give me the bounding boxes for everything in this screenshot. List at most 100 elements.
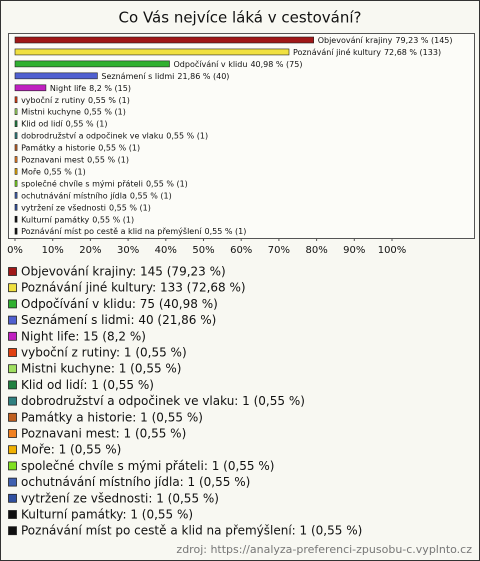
bar (14, 192, 18, 199)
legend-label: vytržení ze všednosti: 1 (0,55 %) (21, 491, 219, 505)
bar (14, 60, 170, 68)
x-tick-label: 40% (155, 245, 177, 256)
data-label: 0,55 % (1) (88, 95, 130, 104)
legend-swatch (8, 396, 17, 406)
value-label: Poznávání jiné kultury 72,68 % (133) (293, 46, 441, 56)
data-label: 0,55 % (1) (87, 155, 129, 164)
value-label: Kulturní památky 0,55 % (1) (21, 215, 134, 224)
x-tick-label: 20% (79, 245, 101, 256)
legend-swatch (8, 445, 17, 455)
value-label: Odpočívání v klidu 40,98 % (75) (173, 58, 302, 68)
data-label: 0,55 % (1) (84, 107, 126, 116)
source: zdroj: https://analyza-preferenci-zpusob… (176, 543, 472, 556)
category-label: Poznávání míst po cestě a klid na přemýš… (21, 226, 202, 236)
plot-area (8, 33, 475, 239)
legend-swatch (8, 526, 17, 536)
x-tick-label: 60% (230, 245, 252, 256)
legend-swatch (8, 493, 17, 503)
value-label: Poznávání míst po cestě a klid na přemýš… (21, 226, 246, 236)
category-label: Moře (21, 167, 41, 176)
bar (14, 72, 98, 80)
value-label: ochutnávání místního jídla 0,55 % (1) (21, 191, 172, 200)
data-label: 0,55 % (1) (205, 227, 247, 236)
x-tick-label: 10% (42, 245, 64, 256)
value-label: dobrodružství a odpočinek ve vlaku 0,55 %… (21, 130, 208, 140)
category-label: Seznámení s lidmi (101, 71, 174, 80)
bar (14, 227, 18, 235)
data-label: 0,55 % (1) (109, 203, 151, 212)
legend-label: Night life: 15 (8,2 %) (21, 329, 146, 343)
bar (14, 84, 47, 92)
legend-swatch (8, 299, 17, 309)
category-label: vytržení ze všednosti (21, 202, 106, 212)
category-label: ochutnávání místního jídla (21, 191, 127, 200)
bar (14, 96, 18, 104)
legend-swatch (8, 510, 17, 519)
legend-swatch (8, 429, 17, 438)
legend-swatch (8, 331, 17, 341)
category-label: společné chvíle s mými přáteli (21, 178, 143, 188)
data-label: 0,55 % (1) (146, 179, 188, 188)
bar (14, 144, 18, 151)
data-label: 0,55 % (1) (98, 143, 140, 152)
value-label: Klid od lidí 0,55 % (1) (21, 119, 107, 128)
legend-swatch (8, 283, 17, 293)
legend-label: Poznávání jiné kultury: 133 (72,68 %) (21, 281, 246, 295)
value-label: Seznámení s lidmi 21,86 % (40) (101, 71, 229, 80)
x-tick-label: 100% (378, 245, 407, 256)
category-label: Objevování krajiny (318, 36, 393, 45)
data-label: 79,23 % (145) (395, 36, 452, 45)
legend-swatch (8, 364, 17, 374)
category-label: Kulturní památky (21, 215, 89, 224)
data-label: 8,2 % (15) (89, 83, 131, 92)
category-label: Odpočívání v klidu (173, 58, 247, 68)
x-tick-label: 0% (7, 245, 23, 256)
value-label: Mistni kuchyne 0,55 % (1) (21, 107, 126, 116)
bar (14, 168, 18, 175)
category-label: dobrodružství a odpočinek ve vlaku (21, 130, 163, 140)
legend-label: Seznámení s lidmi: 40 (21,86 %) (21, 313, 216, 327)
category-label: Památky a historie (21, 143, 95, 152)
bar (14, 48, 290, 56)
bar (14, 132, 18, 139)
category-label: Poznávání jiné kultury (293, 46, 381, 56)
bar (14, 120, 18, 127)
legend-swatch (8, 477, 17, 487)
legend-swatch (8, 461, 17, 471)
legend-label: Poznavani mest: 1 (0,55 %) (21, 427, 186, 441)
category-label: vyboční z rutiny (21, 94, 85, 104)
value-label: Objevování krajiny 79,23 % (145) (318, 36, 453, 45)
category-label: Night life (50, 83, 86, 92)
bar (14, 204, 18, 211)
data-label: 0,55 % (1) (92, 215, 134, 224)
legend-swatch (8, 412, 17, 422)
value-label: Poznavani mest 0,55 % (1) (21, 155, 129, 164)
legend-label: ochutnávání místního jídla: 1 (0,55 %) (21, 475, 250, 489)
bar (14, 215, 18, 223)
value-label: vyboční z rutiny 0,55 % (1) (21, 94, 130, 104)
category-label: Poznavani mest (21, 155, 84, 164)
legend-label: Poznávání míst po cestě a klid na přemýš… (21, 524, 362, 538)
chart-title: Co Vás nejvíce láká v cestování? (119, 9, 362, 27)
legend-label: vyboční z rutiny: 1 (0,55 %) (21, 346, 187, 360)
legend-label: Památky a historie: 1 (0,55 %) (21, 410, 203, 424)
legend-label: Mistni kuchyne: 1 (0,55 %) (21, 362, 181, 376)
value-label: Night life 8,2 % (15) (50, 83, 131, 92)
data-label: 0,55 % (1) (130, 191, 172, 200)
legend-label: dobrodružství a odpočinek ve vlaku: 1 (0… (21, 394, 305, 408)
data-label: 21,86 % (40) (177, 71, 229, 80)
legend-label: Odpočívání v klidu: 75 (40,98 %) (21, 297, 218, 311)
x-tick-label: 70% (268, 245, 290, 256)
bar (14, 156, 18, 163)
value-label: Moře 0,55 % (1) (21, 167, 86, 176)
legend-label: Moře: 1 (0,55 %) (21, 443, 121, 457)
bar (14, 108, 18, 115)
x-tick-label: 80% (305, 245, 327, 256)
legend-swatch (8, 380, 17, 390)
legend-swatch (8, 315, 17, 325)
bar (14, 180, 18, 187)
value-label: společné chvíle s mými přáteli 0,55 % (1) (21, 178, 188, 188)
data-label: 40,98 % (75) (250, 59, 302, 68)
legend-label: Klid od lidí: 1 (0,55 %) (21, 378, 154, 392)
